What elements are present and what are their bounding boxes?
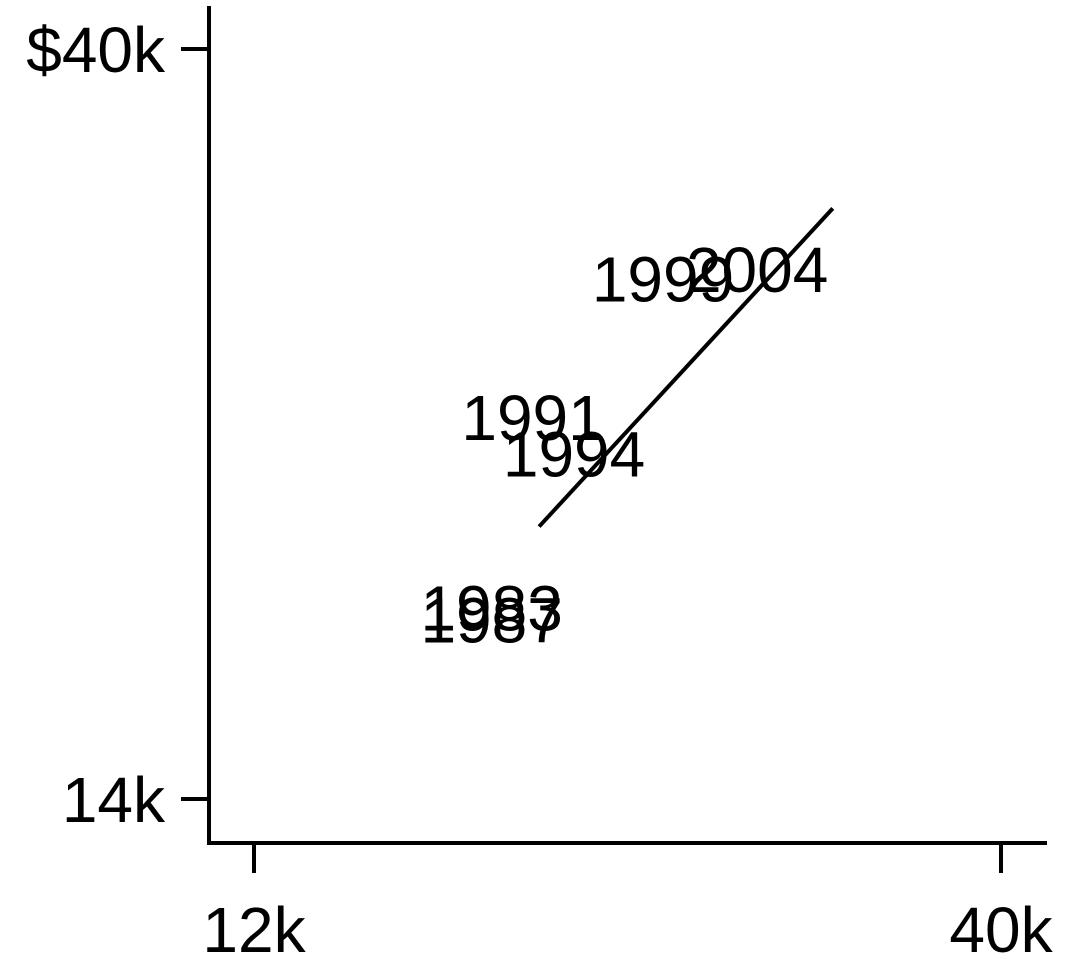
y-tick-label: $40k <box>26 14 166 86</box>
point-label-1991: 1991 <box>461 382 603 454</box>
y-tick-label: 14k <box>62 764 166 836</box>
point-label-2004: 2004 <box>686 234 828 306</box>
point-label-1994: 1994 <box>503 419 645 491</box>
point-label-1987: 1987 <box>420 584 562 656</box>
x-tick-label: 40k <box>949 894 1053 959</box>
point-label-1999: 1999 <box>592 244 734 316</box>
fit-line <box>537 207 835 528</box>
y-ticks: 14k $40k <box>26 14 209 836</box>
x-ticks: 12k 40k <box>202 843 1054 959</box>
x-tick-label: 12k <box>202 894 306 959</box>
axes <box>207 6 1047 845</box>
point-label-1983: 1983 <box>420 573 562 645</box>
